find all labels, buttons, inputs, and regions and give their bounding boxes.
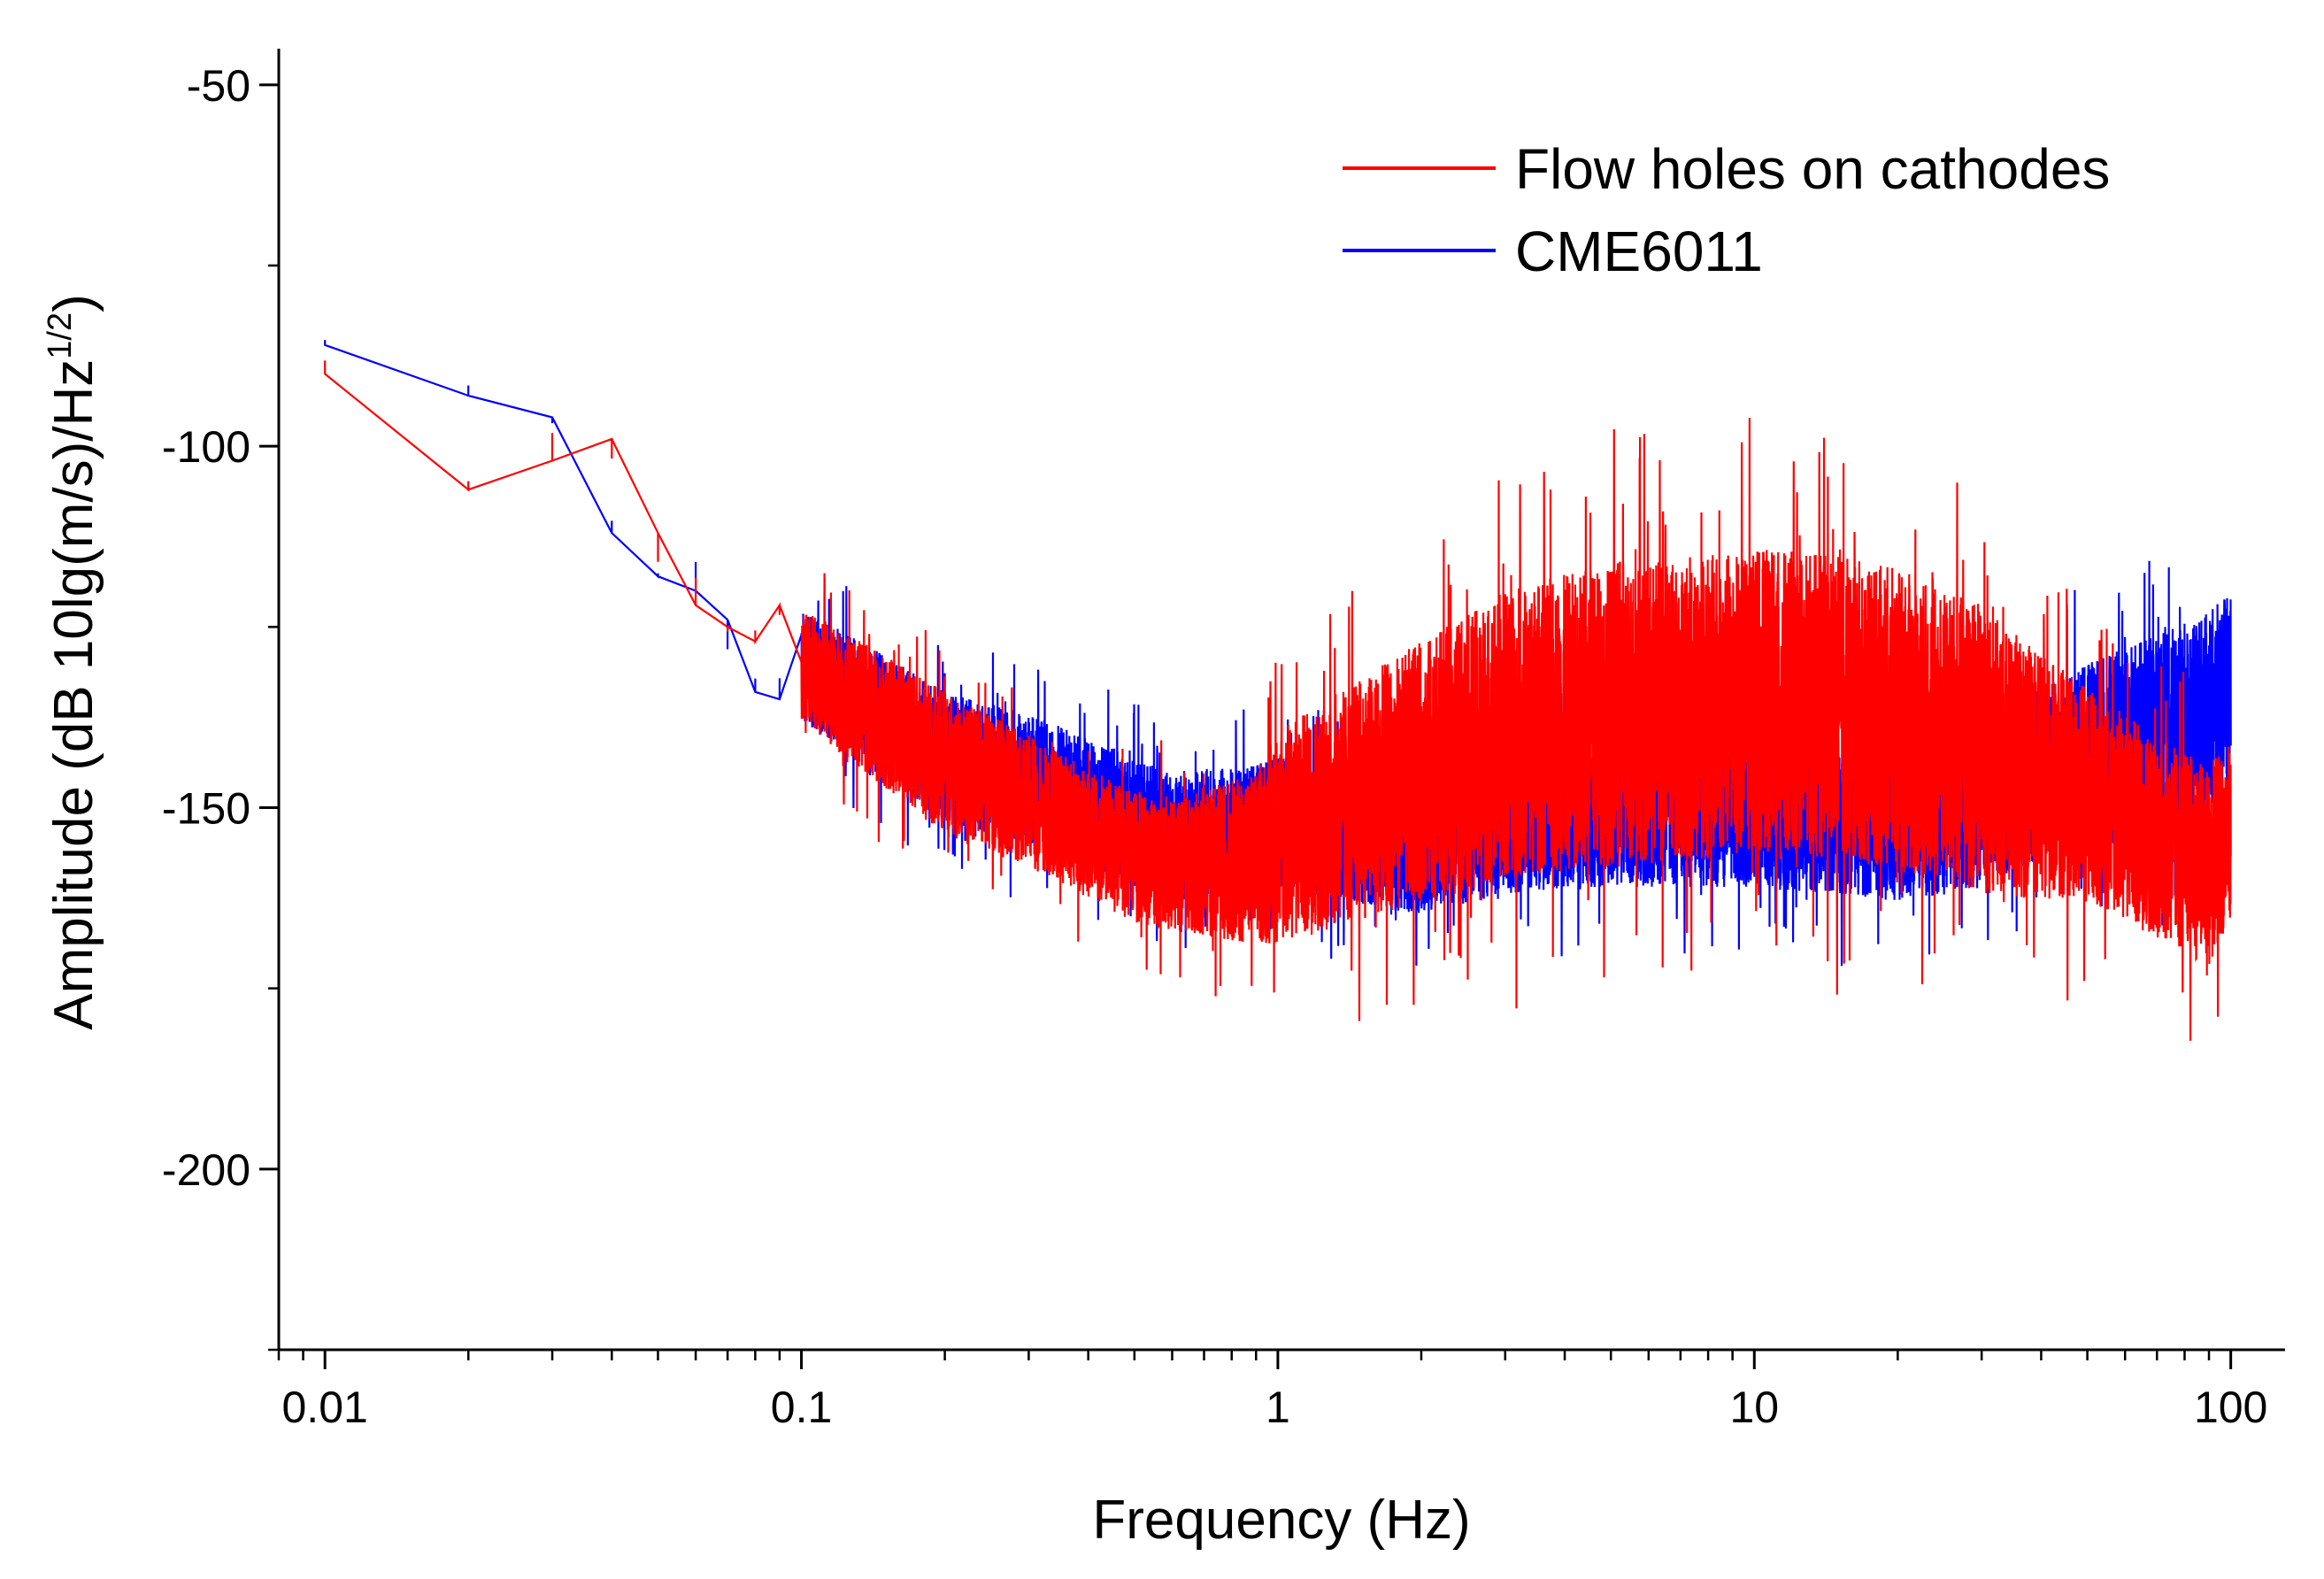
x-tick-label: 0.1 [771,1383,833,1432]
x-tick-label: 10 [1729,1383,1779,1432]
legend-label-flow-holes: Flow holes on cathodes [1515,137,2110,201]
x-tick-label: 1 [1266,1383,1290,1432]
y-axis-title-superscript: 1/2 [42,312,79,359]
x-axis-title: Frequency (Hz) [1092,1490,1470,1551]
series-flow-holes [324,360,2232,1041]
series-layer [324,340,2232,1041]
series-line [324,360,2232,1041]
y-tick-label: -150 [162,784,250,834]
y-axis-title-main: Amplitude (dB 10lg(m/s)/Hz [43,359,104,1030]
x-tick-label: 0.01 [282,1383,368,1432]
legend-label-cme6011: CME6011 [1515,220,1763,283]
y-tick-label: -100 [162,422,250,472]
x-tick-label: 100 [2194,1383,2267,1432]
y-axis-title-close: ) [43,294,104,312]
y-axis-title: Amplitude (dB 10lg(m/s)/Hz1/2) [42,294,104,1030]
y-ticks: -50 -100 -150 -200 [162,61,279,1352]
legend: Flow holes on cathodes CME6011 [1343,137,2110,283]
y-tick-label: -50 [187,61,250,111]
x-ticks: 0.01 0.1 1 10 100 [277,1350,2267,1432]
y-tick-label: -200 [162,1145,250,1195]
